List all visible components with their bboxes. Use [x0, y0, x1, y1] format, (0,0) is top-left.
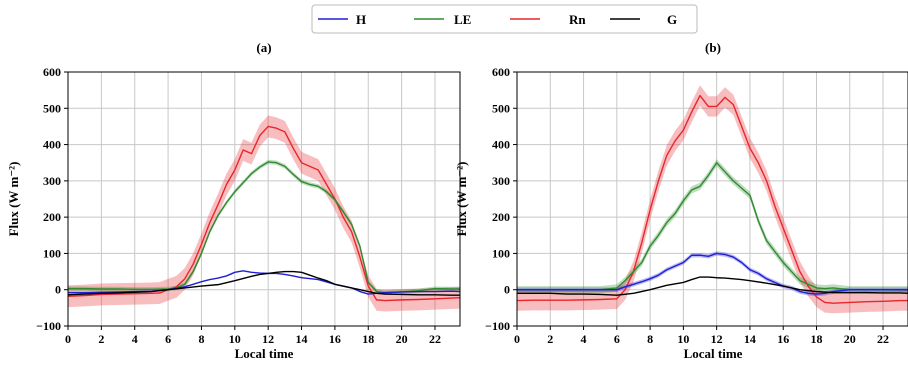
panel-b-ytick-label-100: 100 — [492, 246, 510, 260]
panel-b-xtick-label-4: 4 — [581, 332, 587, 346]
panel-b-xtick-label-6: 6 — [614, 332, 620, 346]
panel-a-y-axis-label: Flux (W m⁻²) — [6, 162, 21, 237]
panel-a-xtick-label-16: 16 — [329, 332, 341, 346]
panel-a-xtick-label-12: 12 — [262, 332, 274, 346]
panel-a-xtick-label-6: 6 — [165, 332, 171, 346]
panel-a-ytick-label-500: 500 — [43, 101, 61, 115]
panel-b-xtick-label-16: 16 — [777, 332, 789, 346]
legend-label-g: G — [667, 12, 677, 27]
panel-b-xtick-label-12: 12 — [711, 332, 723, 346]
panel-b-xtick-label-22: 22 — [877, 332, 889, 346]
panel-b-line-h — [517, 252, 908, 295]
panel-b-bands — [517, 85, 908, 314]
panel-a-xtick-label-22: 22 — [429, 332, 441, 346]
panel-a-xtick-label-2: 2 — [98, 332, 104, 346]
panel-a-ytick-label--100: −100 — [36, 319, 61, 333]
panel-b-ytick-label-0: 0 — [504, 283, 510, 297]
panel-a-ytick-label-100: 100 — [43, 246, 61, 260]
panel-b-xtick-label-10: 10 — [677, 332, 689, 346]
panel-a-xtick-label-20: 20 — [396, 332, 408, 346]
panel-b-lines — [516, 94, 908, 304]
panel-a-y-ticks: −100 0 100 200 300 400 500 600 — [36, 65, 68, 333]
legend-box — [311, 4, 698, 34]
legend-item-g: G — [610, 12, 677, 27]
panel-b-ytick-label-400: 400 — [492, 138, 510, 152]
panel-b-xtick-label-18: 18 — [810, 332, 822, 346]
legend-label-h: H — [356, 12, 366, 27]
panel-b-line-le — [517, 162, 908, 291]
panel-b-x-axis-label: Local time — [684, 346, 743, 361]
panel-a-x-axis-label: Local time — [235, 346, 294, 361]
panel-a-xtick-label-18: 18 — [362, 332, 374, 346]
panel-b-xtick-label-20: 20 — [844, 332, 856, 346]
legend-label-rn: Rn — [569, 12, 586, 27]
panel-b-frame — [516, 71, 908, 327]
panel-a: (a) −100 0 100 200 300 400 500 600 0 2 4 6 8 10 12 14 1… — [6, 40, 461, 361]
panel-a-line-rn — [67, 125, 461, 302]
panel-a-ytick-label-600: 600 — [43, 65, 61, 79]
legend-item-rn: Rn — [510, 12, 586, 27]
panel-b-grid — [516, 71, 908, 327]
panel-a-ytick-label-300: 300 — [43, 174, 61, 188]
panel-b-x-ticks: 0 2 4 6 8 10 12 14 16 18 20 22 — [514, 326, 889, 346]
panel-a-ytick-label-400: 400 — [43, 138, 61, 152]
panel-b-y-ticks: −100 0 100 200 300 400 500 600 — [485, 65, 517, 333]
legend: H LE Rn G — [311, 4, 698, 34]
panel-b-band-rn — [517, 85, 908, 314]
panel-a-frame — [67, 71, 461, 327]
panel-b-xtick-label-0: 0 — [514, 332, 520, 346]
panel-b-ytick-label-300: 300 — [492, 174, 510, 188]
panel-a-title: (a) — [256, 40, 271, 55]
panel-b-y-axis-label: Flux (W m⁻²) — [454, 162, 469, 237]
legend-item-le: LE — [414, 12, 471, 27]
legend-item-h: H — [318, 12, 366, 27]
panel-b-xtick-label-14: 14 — [744, 332, 756, 346]
panel-b-line-rn — [516, 94, 908, 304]
panel-b-ytick-label-200: 200 — [492, 210, 510, 224]
panel-b-ytick-label--100: −100 — [485, 319, 510, 333]
panel-b: (b) −100 0 100 200 300 400 500 600 0 2 4 6 8 10 12 14 1… — [454, 40, 908, 361]
panel-a-xtick-label-0: 0 — [65, 332, 71, 346]
panel-b-xtick-label-2: 2 — [547, 332, 553, 346]
panel-b-ytick-label-500: 500 — [492, 101, 510, 115]
panel-b-title: (b) — [705, 40, 721, 55]
legend-label-le: LE — [454, 12, 471, 27]
panel-a-ytick-label-200: 200 — [43, 210, 61, 224]
panel-a-xtick-label-8: 8 — [198, 332, 204, 346]
panel-b-xtick-label-8: 8 — [647, 332, 653, 346]
panel-a-xtick-label-4: 4 — [132, 332, 138, 346]
panel-a-xtick-label-14: 14 — [296, 332, 308, 346]
panel-b-band-h — [517, 251, 908, 297]
panel-a-xtick-label-10: 10 — [229, 332, 241, 346]
panel-a-ytick-label-0: 0 — [55, 283, 61, 297]
panel-a-lines — [67, 125, 461, 302]
panel-b-ytick-label-600: 600 — [492, 65, 510, 79]
panel-a-x-ticks: 0 2 4 6 8 10 12 14 16 18 20 22 — [65, 326, 441, 346]
panel-b-line-g — [517, 276, 908, 296]
panel-a-line-g — [67, 270, 460, 296]
